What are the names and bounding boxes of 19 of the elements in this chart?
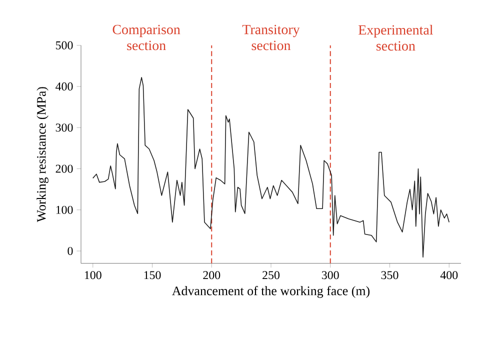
y-tick-label: 300 [56,124,73,132]
x-axis-title: Advancement of the working face (m) [172,286,370,298]
y-axis-title: Working resistance (MPa) [36,87,48,222]
x-tick-label: 350 [381,271,398,280]
line-series [92,77,450,258]
x-tick-label: 100 [84,271,102,280]
y-tick-label: 0 [68,246,73,256]
x-tick-label: 300 [322,271,339,280]
x-tick-label: 200 [203,271,220,280]
y-tick-label: 200 [56,164,73,173]
y-tick-label: 400 [56,82,73,90]
x-tick-label: 400 [440,271,458,280]
x-tick-label: 250 [262,271,280,280]
annotation: Transitory section [242,24,300,50]
y-tick-label: 500 [56,41,73,50]
annotation: Experimental section [358,24,433,51]
y-tick-label: 100 [56,206,73,214]
annotation: Comparison section [112,24,180,50]
x-tick-label: 150 [144,271,161,280]
